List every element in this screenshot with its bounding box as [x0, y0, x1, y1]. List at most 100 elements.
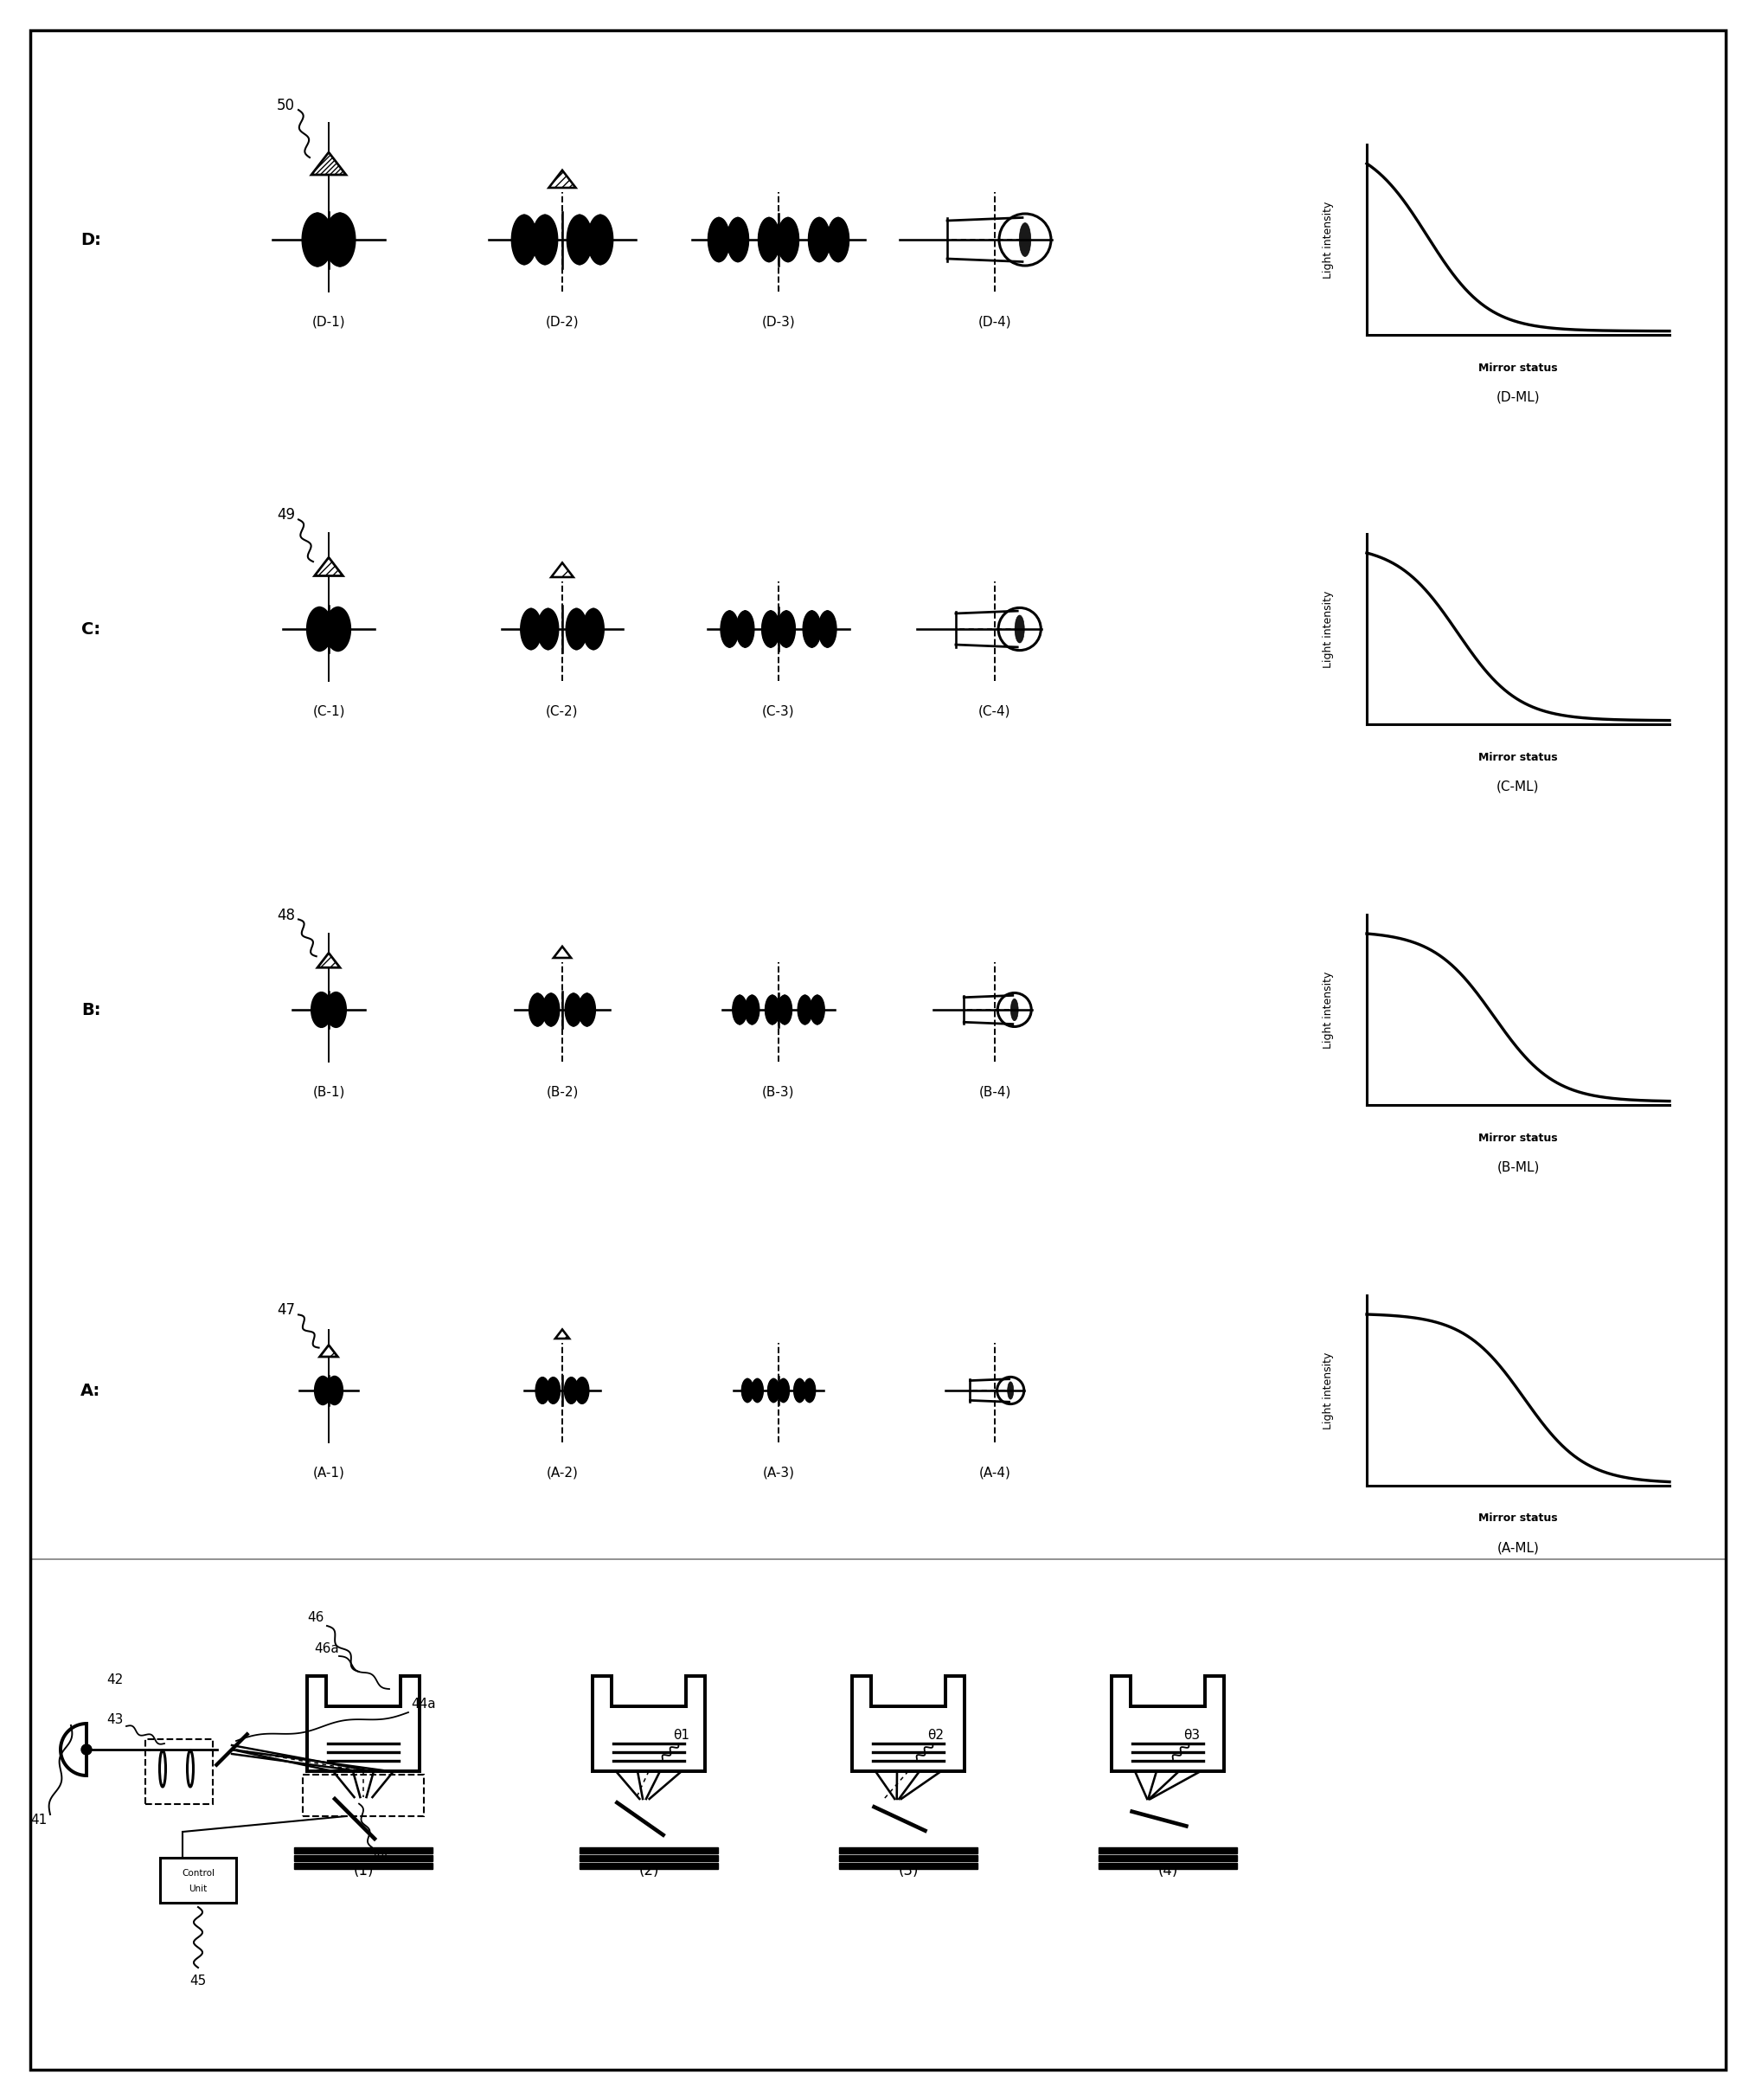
Polygon shape: [827, 218, 848, 260]
Polygon shape: [804, 1380, 815, 1401]
Text: (D-1): (D-1): [313, 315, 346, 328]
Text: 42: 42: [107, 1674, 123, 1686]
Polygon shape: [314, 1378, 330, 1405]
Text: 46: 46: [307, 1611, 323, 1623]
Bar: [1098, 1863, 1236, 1869]
Polygon shape: [548, 170, 576, 187]
Polygon shape: [522, 609, 541, 649]
Text: Light intensity: Light intensity: [1322, 970, 1333, 1048]
Polygon shape: [778, 1380, 788, 1401]
Text: (1): (1): [353, 1863, 374, 1880]
Polygon shape: [794, 1380, 804, 1401]
Text: B:: B:: [81, 1002, 100, 1018]
Ellipse shape: [1015, 615, 1024, 643]
Text: 41: 41: [30, 1814, 47, 1827]
Circle shape: [81, 1745, 91, 1756]
Text: (C-4): (C-4): [978, 706, 1010, 718]
Text: (D-2): (D-2): [546, 315, 579, 328]
Polygon shape: [810, 995, 824, 1025]
Bar: [302, 1774, 423, 1816]
Text: (2): (2): [637, 1863, 658, 1880]
Polygon shape: [320, 1344, 337, 1357]
Text: (4): (4): [1157, 1863, 1177, 1880]
Text: 47: 47: [277, 1302, 295, 1319]
Polygon shape: [736, 611, 753, 647]
Polygon shape: [553, 947, 571, 958]
Polygon shape: [302, 214, 332, 265]
Polygon shape: [537, 609, 558, 649]
Text: (A-2): (A-2): [546, 1466, 578, 1478]
Text: 49: 49: [277, 508, 295, 523]
Polygon shape: [327, 993, 346, 1027]
Text: (B-4): (B-4): [978, 1086, 1010, 1098]
Text: Light intensity: Light intensity: [1322, 1352, 1333, 1430]
Text: Light intensity: Light intensity: [1322, 202, 1333, 279]
Ellipse shape: [1018, 223, 1031, 256]
Polygon shape: [732, 995, 746, 1025]
Bar: [839, 1854, 976, 1861]
Text: (D-3): (D-3): [762, 315, 795, 328]
Polygon shape: [808, 218, 829, 260]
Polygon shape: [745, 995, 759, 1025]
Text: Mirror status: Mirror status: [1479, 752, 1558, 762]
Text: Mirror status: Mirror status: [1479, 1132, 1558, 1142]
Polygon shape: [752, 1380, 762, 1401]
Polygon shape: [762, 611, 780, 647]
Polygon shape: [767, 1380, 778, 1401]
Polygon shape: [567, 216, 592, 265]
Text: (D-ML): (D-ML): [1496, 391, 1540, 403]
Polygon shape: [551, 563, 572, 578]
Text: (C-ML): (C-ML): [1496, 779, 1538, 794]
Text: (B-1): (B-1): [313, 1086, 344, 1098]
Text: C:: C:: [81, 622, 100, 636]
Polygon shape: [778, 995, 790, 1025]
Text: (C-3): (C-3): [762, 706, 794, 718]
Polygon shape: [766, 995, 778, 1025]
Bar: [839, 1863, 976, 1869]
Text: 48: 48: [277, 907, 295, 922]
Bar: [146, 1739, 212, 1804]
Bar: [579, 1848, 718, 1854]
Text: 50: 50: [277, 99, 295, 113]
Bar: [579, 1863, 718, 1869]
Text: (C-2): (C-2): [546, 706, 578, 718]
Bar: [293, 1854, 432, 1861]
Polygon shape: [778, 611, 794, 647]
Polygon shape: [565, 1378, 578, 1403]
Polygon shape: [759, 218, 780, 260]
Text: (A-4): (A-4): [978, 1466, 1010, 1478]
Text: 44: 44: [372, 1850, 388, 1863]
Bar: [293, 1848, 432, 1854]
Polygon shape: [325, 607, 349, 651]
Polygon shape: [565, 609, 587, 649]
Polygon shape: [720, 611, 738, 647]
Bar: [160, 1858, 235, 1903]
Text: Mirror status: Mirror status: [1479, 361, 1558, 374]
Polygon shape: [511, 216, 536, 265]
Text: (D-4): (D-4): [978, 315, 1011, 328]
Text: (B-2): (B-2): [546, 1086, 578, 1098]
Text: θ3: θ3: [1184, 1728, 1199, 1741]
Polygon shape: [708, 218, 729, 260]
Text: (B-ML): (B-ML): [1496, 1161, 1538, 1174]
Text: θ1: θ1: [673, 1728, 690, 1741]
Polygon shape: [546, 1378, 560, 1403]
Text: Unit: Unit: [190, 1884, 207, 1894]
Text: A:: A:: [81, 1382, 100, 1399]
Text: Control: Control: [181, 1869, 214, 1877]
Text: (A-3): (A-3): [762, 1466, 794, 1478]
Polygon shape: [314, 557, 342, 575]
Text: (B-3): (B-3): [762, 1086, 794, 1098]
Polygon shape: [727, 218, 748, 260]
Polygon shape: [802, 611, 820, 647]
Polygon shape: [555, 1329, 569, 1338]
Polygon shape: [543, 993, 558, 1025]
Text: 43: 43: [107, 1714, 123, 1726]
Polygon shape: [741, 1380, 753, 1401]
Polygon shape: [778, 218, 797, 260]
Polygon shape: [565, 993, 581, 1025]
Text: (A-1): (A-1): [313, 1466, 344, 1478]
Text: Mirror status: Mirror status: [1479, 1512, 1558, 1525]
Bar: [579, 1854, 718, 1861]
Polygon shape: [311, 993, 330, 1027]
